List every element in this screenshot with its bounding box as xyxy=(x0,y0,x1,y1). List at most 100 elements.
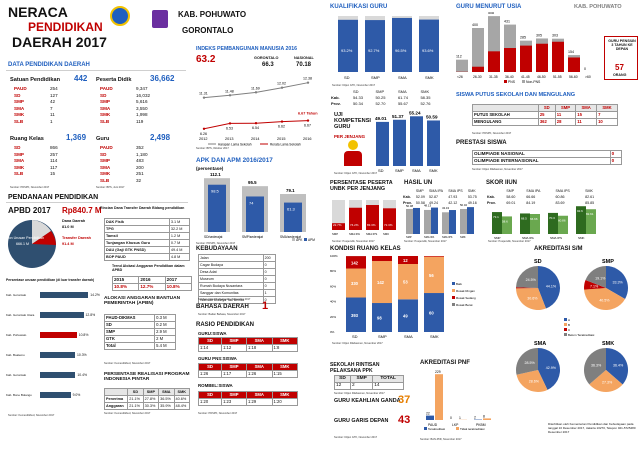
ukg-subtitle: PER JENJANG xyxy=(334,134,365,139)
iiun-value-2017: 82.61 xyxy=(586,212,594,216)
stat-row-value: 32 xyxy=(136,178,142,183)
table-cell: SMA xyxy=(246,337,273,345)
table-row: MENGULANG 362 28 11 10 xyxy=(472,118,618,126)
ukg-value: 55.24 xyxy=(409,110,421,115)
garis-depan-source: Sumber: Ditjen GTK, November 2017 xyxy=(334,436,378,439)
table-row: SD SMP TOTAL xyxy=(333,375,404,383)
table-cell: DAU (Gaji GTK PNSD) xyxy=(104,246,170,254)
stat-row: PAUD 352 xyxy=(100,145,160,150)
pct-row-label: Kab. Gorontalo xyxy=(6,293,27,297)
pct-bar xyxy=(40,372,76,378)
table-cell: 200 xyxy=(262,254,277,262)
akreditasi-pie-title: SD xyxy=(534,259,542,265)
akreditasi-slice xyxy=(538,348,560,390)
ipm-year-label: 2016 xyxy=(303,137,311,141)
apk-bar-chart: 112.1 98.5 SD/sederajat 95.5 74 SMP/sederajat… xyxy=(204,172,315,242)
pnf-category: PKBM xyxy=(476,423,486,427)
usia-category: <26 xyxy=(457,75,463,79)
kondisi-title: KONDISI RUANG KELAS xyxy=(330,246,401,252)
satuan-total: 442 xyxy=(74,74,88,83)
garis-depan-title: GURU GARIS DEPAN xyxy=(334,418,389,424)
bahasa-value: 1 xyxy=(262,300,269,312)
table-row: OLIMPIADE INTERNASIONAL 0 xyxy=(472,157,623,165)
stat-row-label: SLB xyxy=(14,171,24,177)
kualifikasi-bar-chart: 93.2% SD 92.7% SMP 96.5% SMA 93.6% SMK xyxy=(338,16,439,80)
stat-row-label: SMK xyxy=(100,112,111,118)
stat-row-value: 117 xyxy=(50,164,58,170)
table-cell: 4.8 M xyxy=(168,253,191,261)
kondisi-category: SMA xyxy=(404,334,413,339)
table-cell: Penerima xyxy=(103,395,129,403)
kondisi-segment xyxy=(372,261,392,304)
table-cell: 1:26 xyxy=(197,370,223,378)
rls-point xyxy=(280,120,284,123)
hasil-un-category: SMA IPA xyxy=(424,235,434,239)
table-row: SD SMP SMA SMK xyxy=(197,363,298,371)
kondisi-segment xyxy=(424,293,444,332)
stat-row: SMP 5,616 xyxy=(100,99,160,104)
apk-value: 79.1 xyxy=(286,188,295,193)
ukg-source: Sumber: Ditjen GTK, November 2017 xyxy=(334,172,378,175)
table-row: 12 2 14 xyxy=(333,382,404,390)
table-row: DAK Fisik 3.1 M xyxy=(104,218,191,226)
kondisi-category: SD xyxy=(352,334,358,339)
kondisi-axis-tick: 80% xyxy=(330,269,336,273)
akreditasi-slice xyxy=(516,370,548,392)
kualifikasi-value: 96.5% xyxy=(395,48,407,53)
ipm-value: 63.2 xyxy=(196,54,216,65)
table-cell: SMK xyxy=(585,189,593,193)
akreditasi-slice xyxy=(516,266,538,288)
rls-label: 6.67 xyxy=(304,124,311,128)
alokasi-title: ALOKASI ANGGARAN BANTUAN PEMERINTAH (APB… xyxy=(104,296,181,306)
table-cell: SMA xyxy=(575,104,598,112)
table-row: SD SMP SMA SMK xyxy=(472,104,618,112)
ipm-year-label: 2012 xyxy=(199,137,207,141)
kondisi-value: 60 xyxy=(429,311,434,316)
table-row: Prov. 69.01 84.19 83.69 85.85 xyxy=(486,200,604,206)
table-cell: SD xyxy=(352,89,359,94)
usia-value: 305 xyxy=(536,33,542,37)
pct-bar xyxy=(40,352,76,358)
rls-last-label: 6.67 Tahun xyxy=(298,112,318,116)
table-row: Sanggar dan Komunitas 1 xyxy=(198,289,277,297)
putus-source: Sumber: PDSPK, November 2017 xyxy=(472,132,512,135)
ukg-teacher-icon xyxy=(342,140,364,166)
legend-rls-label: Rerata Lama Sekolah xyxy=(270,143,301,147)
usia-category: 46-50 xyxy=(537,75,546,79)
pct-bar-value: 12.8% xyxy=(85,313,96,317)
table-cell: BOP PAUD xyxy=(104,253,170,261)
kondisi-legend-swatch xyxy=(452,289,455,292)
table-cell: SMP xyxy=(375,89,385,94)
hls-point xyxy=(228,94,232,97)
table-cell: SMA IPA xyxy=(428,189,444,193)
usia-title: GURU MENURUT USIA xyxy=(456,4,522,10)
pct-bar xyxy=(40,332,77,338)
pnf-akreditasi-value: 22 xyxy=(426,412,430,416)
usia-category: 26-30 xyxy=(473,75,482,79)
iiun-category: SMA IPA xyxy=(522,236,534,240)
kondisi-segment xyxy=(424,256,444,257)
hasil-un-2017-bar xyxy=(413,207,420,234)
table-row: Rumah Budaya Nusantara 0 xyxy=(198,282,277,290)
table-cell: 1:17 xyxy=(221,370,248,378)
stat-row-value: 483 xyxy=(136,158,144,164)
stat-row-label: SMP xyxy=(100,99,110,105)
ukg-category: SD xyxy=(378,168,384,173)
pnf-akreditasi-value: 0 xyxy=(450,416,452,420)
pct-bar xyxy=(40,292,89,298)
un-table: SD SMP SMA SMK Kab. 54.33 50.25 61.74 58.35 Prov.… xyxy=(330,89,442,107)
table-cell: 42.12 xyxy=(448,201,458,205)
kondisi-value: 98 xyxy=(377,316,382,321)
trend-table: 2015 2016 2017 10.8% 12.7% 10.8% xyxy=(111,276,193,291)
usia-value: 0 xyxy=(584,67,586,71)
peserta-label: Peserta Didik xyxy=(96,77,132,83)
data-pendidikan-source: Sumber: PDSPK, November 2017 xyxy=(10,186,50,189)
table-cell: SD xyxy=(127,388,144,396)
rls-label: 6.62 xyxy=(278,125,285,129)
stat-row: SMP 257 xyxy=(14,152,74,157)
stat-row-value: 42 xyxy=(50,99,56,105)
pnf-legend-b-swatch xyxy=(456,427,459,430)
akreditasi-slice-value: 36.3% xyxy=(591,363,602,367)
stat-row: PAUD 254 xyxy=(14,86,74,91)
table-cell: 1:26 xyxy=(246,370,273,378)
